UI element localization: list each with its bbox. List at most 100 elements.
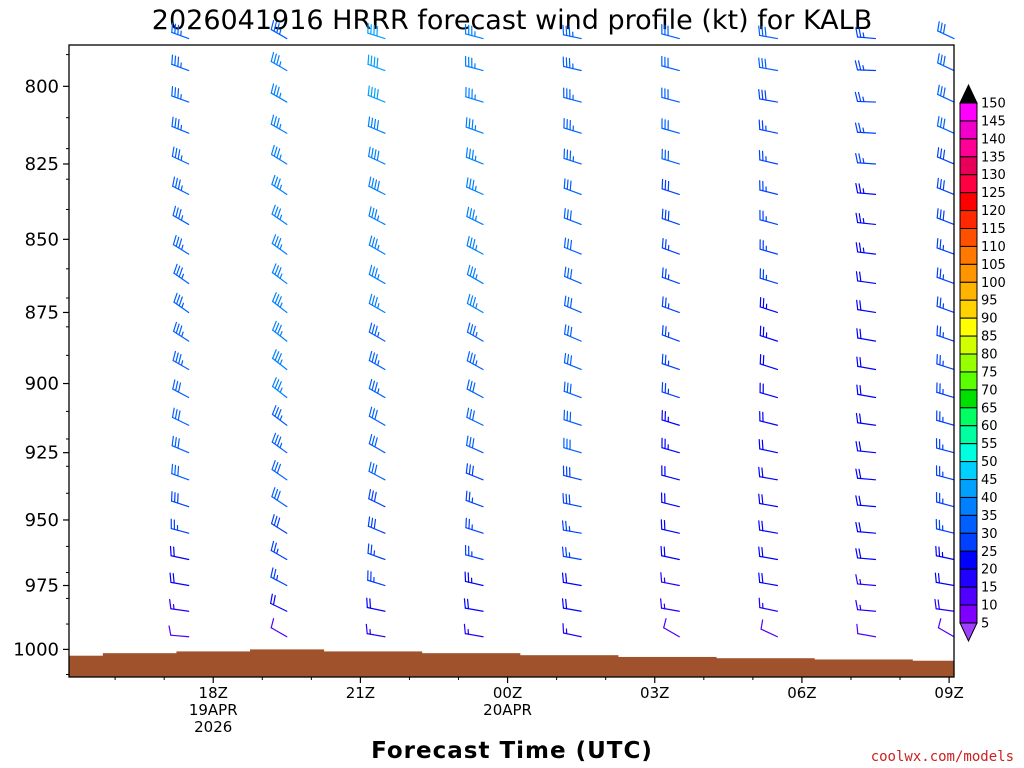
colorbar-label: 90 xyxy=(981,312,998,327)
barb-flag-full xyxy=(761,467,764,478)
barb-flag-full xyxy=(758,89,761,100)
barb-flag-full xyxy=(271,432,277,443)
wind-barb xyxy=(367,23,386,40)
barb-flag-full xyxy=(661,353,664,365)
barb-flag-full xyxy=(371,324,376,335)
terrain-block xyxy=(814,659,913,677)
barb-flag-full xyxy=(858,495,862,506)
wind-barb xyxy=(758,119,778,134)
x-axis-label: Forecast Time (UTC) xyxy=(371,738,653,764)
barb-flag-full xyxy=(569,269,573,280)
credit-link[interactable]: coolwx.com/models xyxy=(871,749,1014,765)
wind-barb xyxy=(563,208,582,226)
barb-flag-full xyxy=(937,21,940,32)
barb-flag-full xyxy=(934,572,937,583)
barb-flag-full xyxy=(368,146,371,157)
wind-barb xyxy=(758,493,778,508)
barb-flag-full xyxy=(376,150,380,162)
wind-barb xyxy=(368,146,386,165)
wind-barb xyxy=(660,598,680,612)
barb-flag-full xyxy=(172,205,177,217)
barb-flag-half xyxy=(474,155,477,162)
wind-barb xyxy=(466,177,484,195)
barb-flag-full xyxy=(942,180,945,191)
barb-flag-half xyxy=(862,32,865,39)
wind-barb xyxy=(661,437,680,454)
wind-barb xyxy=(661,325,680,342)
wind-barb xyxy=(561,546,582,561)
barb-flag-full xyxy=(472,325,476,336)
wind-barb xyxy=(936,296,955,314)
barb-flag-half xyxy=(279,184,282,191)
barb-staff xyxy=(170,634,190,638)
barb-flag-full xyxy=(174,408,178,420)
wind-barb xyxy=(272,377,288,399)
barb-flag-full xyxy=(471,465,474,477)
barb-flag-full xyxy=(937,618,942,629)
barb-flag-full xyxy=(569,210,572,221)
barb-flag-half xyxy=(279,359,283,365)
wind-barb xyxy=(466,435,484,454)
barb-flag-full xyxy=(858,468,862,480)
barb-flag-full xyxy=(565,598,568,610)
barb-flag-full xyxy=(175,207,179,218)
barb-flag-full xyxy=(178,208,182,220)
barb-flag-full xyxy=(273,542,277,553)
wind-barb xyxy=(464,544,484,561)
barb-flag-full xyxy=(368,434,373,445)
barb-flag-full xyxy=(563,352,567,364)
barb-flag-full xyxy=(274,351,280,361)
colorbar-label: 60 xyxy=(981,419,998,434)
wind-barb xyxy=(172,379,190,399)
barb-flag-half xyxy=(275,574,279,581)
barb-flag-full xyxy=(758,466,761,478)
barb-flag-full xyxy=(374,354,378,365)
wind-barb xyxy=(758,520,778,534)
wind-barb xyxy=(855,468,877,481)
wind-barb xyxy=(856,356,877,371)
wind-barb xyxy=(561,598,582,612)
wind-barb xyxy=(464,55,484,72)
wind-barb xyxy=(759,296,778,314)
wind-barb xyxy=(466,379,484,399)
wind-barb xyxy=(563,381,582,399)
wind-barb xyxy=(465,517,484,534)
barb-flag-full xyxy=(172,379,176,390)
barb-flag-full xyxy=(471,149,474,161)
colorbar-label: 55 xyxy=(981,437,998,452)
barb-flag-full xyxy=(177,118,180,130)
barb-flag-full xyxy=(270,51,275,63)
barb-flag-full xyxy=(936,267,939,278)
wind-barb xyxy=(168,625,190,638)
wind-barb xyxy=(936,177,955,195)
wind-barb xyxy=(171,22,190,40)
barb-flag-full xyxy=(855,599,859,611)
barb-flag-full xyxy=(271,234,277,245)
colorbar-label: 50 xyxy=(981,455,998,470)
chart-title: 2026041916 HRRR forecast wind profile (k… xyxy=(152,5,872,36)
wind-barb xyxy=(855,183,877,195)
barb-flag-full xyxy=(858,27,862,38)
barb-flag-full xyxy=(937,599,940,610)
barb-flag-full xyxy=(276,463,282,474)
x-tick-label: 19APR xyxy=(189,701,238,719)
barb-flag-full xyxy=(276,117,280,129)
colorbar-segment xyxy=(959,192,978,212)
barb-flag-half xyxy=(475,303,478,309)
barb-flag-full xyxy=(939,117,943,128)
barb-flag-full xyxy=(274,322,280,333)
barb-flag-full xyxy=(376,57,379,69)
wind-barb xyxy=(563,178,582,195)
barb-flag-full xyxy=(936,296,939,307)
barb-flag-half xyxy=(279,302,283,308)
barb-flag-full xyxy=(174,147,178,159)
wind-barb xyxy=(465,117,484,134)
barb-flag-half xyxy=(278,29,282,35)
wind-barb xyxy=(365,623,386,638)
barb-flag-full xyxy=(469,324,474,335)
wind-barb xyxy=(271,432,288,454)
barb-flag-full xyxy=(463,598,466,609)
barb-flag-full xyxy=(177,56,180,68)
barb-flag-full xyxy=(939,326,942,337)
barb-flag-full xyxy=(373,56,376,68)
